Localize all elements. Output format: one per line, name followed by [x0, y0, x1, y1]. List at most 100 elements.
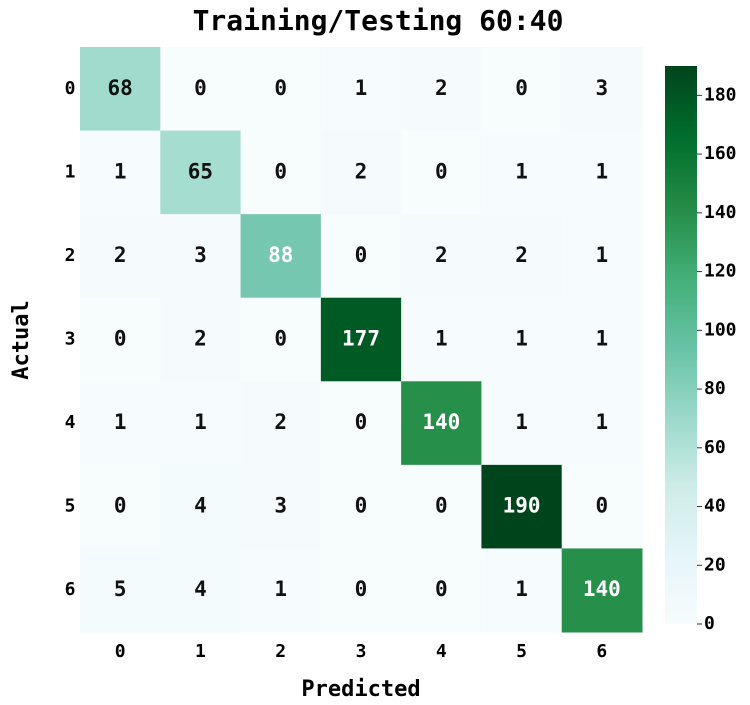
cell	[401, 548, 482, 633]
cell	[401, 464, 482, 549]
cell-label: 65	[188, 159, 213, 183]
y-tick-label: 4	[65, 412, 76, 433]
cell	[481, 464, 563, 549]
cell-label: 4	[194, 494, 207, 518]
cell-label: 3	[596, 76, 609, 100]
y-tick-label: 6	[65, 579, 76, 600]
cell-label: 4	[194, 577, 207, 601]
cell-label: 0	[435, 577, 448, 601]
cell	[561, 47, 643, 132]
cell	[481, 214, 563, 299]
cell	[160, 381, 242, 466]
chart-title: Training/Testing 60:40	[193, 4, 564, 37]
cell	[80, 464, 161, 549]
cell-label: 0	[355, 494, 368, 518]
cell	[160, 130, 242, 215]
cell	[320, 214, 402, 299]
x-tick-label: 3	[356, 641, 367, 662]
cell	[240, 130, 322, 215]
cell	[80, 297, 161, 382]
colorbar-tick-label: 0	[704, 613, 715, 634]
colorbar-tick-label: 100	[704, 319, 737, 340]
x-tick-label: 4	[436, 641, 447, 662]
cell	[240, 464, 322, 549]
cell-label: 2	[515, 243, 528, 267]
cell	[320, 130, 402, 215]
cell-label: 1	[435, 327, 448, 351]
cell-label: 140	[583, 577, 621, 601]
cell	[561, 214, 643, 299]
y-tick-label: 0	[65, 78, 76, 99]
cell-label: 3	[194, 243, 207, 267]
cell	[160, 464, 242, 549]
cell-label: 0	[355, 243, 368, 267]
cell-label: 88	[268, 243, 293, 267]
cell-label: 0	[596, 494, 609, 518]
cell-label: 1	[194, 410, 207, 434]
cell-label: 1	[596, 327, 609, 351]
x-tick-label: 6	[596, 641, 607, 662]
cell	[401, 47, 482, 132]
colorbar-tick-label: 40	[704, 496, 726, 517]
cell	[401, 214, 482, 299]
cell-label: 1	[515, 577, 528, 601]
colorbar-tick-label: 80	[704, 378, 726, 399]
cell-label: 5	[114, 577, 127, 601]
y-tick-label: 1	[65, 161, 76, 182]
cell-label: 2	[435, 76, 448, 100]
cell	[240, 214, 322, 299]
cell	[320, 297, 402, 382]
cell-label: 1	[515, 159, 528, 183]
cell-label: 0	[114, 327, 127, 351]
cell-label: 1	[515, 327, 528, 351]
cell-label: 177	[342, 327, 380, 351]
cell	[320, 464, 402, 549]
cell	[401, 297, 482, 382]
cell-label: 1	[114, 159, 127, 183]
y-axis-label: Actual	[9, 300, 34, 379]
cell-label: 2	[114, 243, 127, 267]
cell-label: 1	[274, 577, 287, 601]
cell-label: 1	[596, 410, 609, 434]
cell-label: 1	[596, 159, 609, 183]
cell	[160, 297, 242, 382]
colorbar-tick-label: 140	[704, 202, 737, 223]
cell-label: 0	[114, 494, 127, 518]
cell	[481, 47, 563, 132]
cell	[481, 548, 563, 633]
cell-label: 190	[503, 494, 541, 518]
cell-label: 0	[355, 410, 368, 434]
cell	[481, 381, 563, 466]
cell	[80, 381, 161, 466]
cell-label: 0	[435, 494, 448, 518]
cell	[401, 130, 482, 215]
cell-label: 0	[274, 159, 287, 183]
cell	[160, 214, 242, 299]
cell-label: 140	[422, 410, 460, 434]
x-tick-label: 0	[115, 641, 126, 662]
cell-label: 68	[107, 76, 132, 100]
colorbar-tick-label: 20	[704, 554, 726, 575]
cell	[320, 548, 402, 633]
cell-label: 1	[114, 410, 127, 434]
cell-label: 0	[274, 327, 287, 351]
cell	[481, 297, 563, 382]
cell	[320, 381, 402, 466]
cell	[240, 297, 322, 382]
y-tick-label: 5	[65, 496, 76, 517]
cell	[80, 47, 161, 132]
cell-label: 0	[274, 76, 287, 100]
cell	[240, 548, 322, 633]
cell	[561, 548, 643, 633]
x-axis-label: Predicted	[301, 677, 420, 702]
colorbar-tick-label: 180	[704, 84, 737, 105]
cell	[481, 130, 563, 215]
colorbar-tick-label: 60	[704, 437, 726, 458]
cell	[160, 47, 242, 132]
cell-label: 0	[515, 76, 528, 100]
cell-label: 1	[515, 410, 528, 434]
cell-label: 2	[194, 327, 207, 351]
cell	[160, 548, 242, 633]
